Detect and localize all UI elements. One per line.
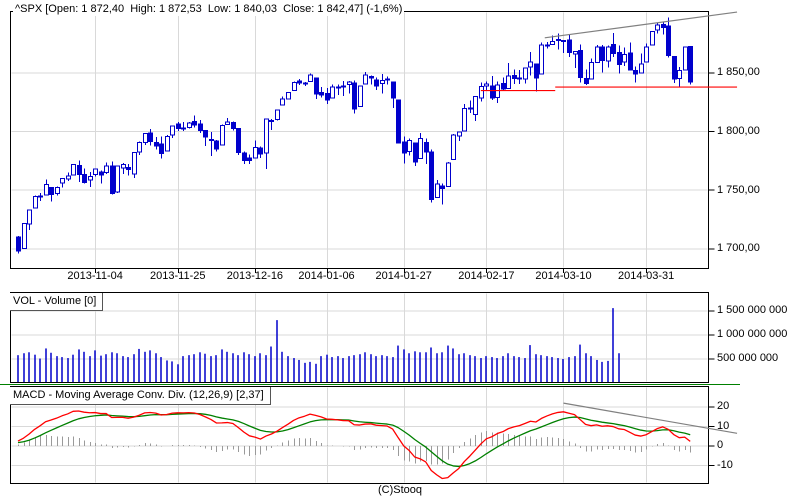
date-label-4: 2014-01-06 <box>298 270 355 282</box>
volume-axis-tick-1000m: 1 000 000 000 <box>717 328 788 340</box>
date-label-5: 2014-01-27 <box>375 270 432 282</box>
volume-axis-tick-500m: 500 000 000 <box>717 352 779 364</box>
volume-panel-label: VOL - Volume [0] <box>10 293 104 311</box>
macd-panel-label: MACD - Moving Average Conv. Div. (12,26,… <box>10 387 271 405</box>
volume-axis-tick-1500m: 1 500 000 000 <box>717 304 788 316</box>
price-axis-tick-1800: 1 800,00 <box>717 125 760 137</box>
macd-axis-tick-20: 20 <box>717 400 730 412</box>
date-label-6: 2014-02-17 <box>458 270 515 282</box>
price-axis-tick-1700: 1 700,00 <box>717 242 760 254</box>
macd-axis-tick-0: 0 <box>717 439 724 451</box>
date-label-3: 2013-12-16 <box>226 270 284 282</box>
date-label-1: 2013-11-04 <box>67 270 123 282</box>
macd-axis-tick-10: 10 <box>717 420 730 432</box>
price-axis-tick-1850: 1 850,00 <box>717 66 760 78</box>
date-label-7: 2014-03-10 <box>535 270 592 282</box>
price-axis-tick-1750: 1 750,00 <box>717 184 760 196</box>
copyright-credit: (C)Stooq <box>377 484 423 496</box>
date-label-2: 2013-11-25 <box>150 270 206 282</box>
chart-title: ^SPX [Open: 1 872,40 High: 1 872,53 Low:… <box>13 3 405 16</box>
macd-axis-tick-neg10: -10 <box>717 459 733 471</box>
date-axis: 2013-11-04 2013-11-25 2013-12-16 2014-01… <box>0 270 800 286</box>
date-label-8: 2014-03-31 <box>617 270 675 282</box>
